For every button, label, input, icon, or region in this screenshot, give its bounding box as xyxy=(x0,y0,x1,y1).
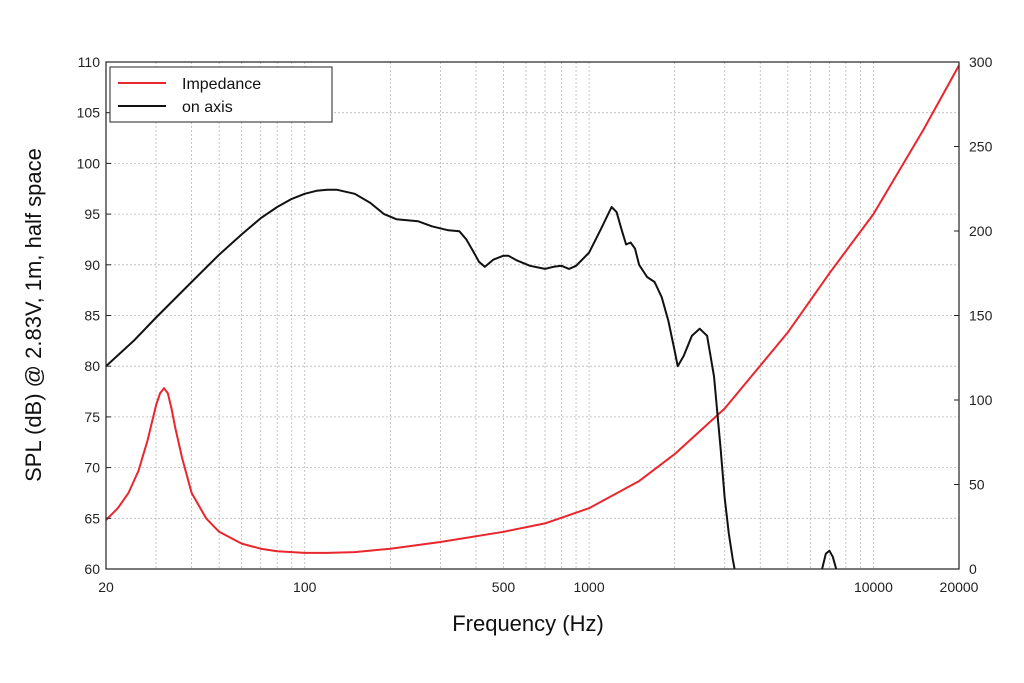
legend-label-impedance: Impedance xyxy=(182,76,261,93)
x-tick-label: 500 xyxy=(492,579,516,595)
y-tick-label: 100 xyxy=(77,155,101,171)
y-tick-label: 90 xyxy=(84,257,100,273)
series-line-impedance xyxy=(106,64,959,554)
y-tick-label: 105 xyxy=(77,105,101,121)
x-tick-label: 20 xyxy=(98,579,114,595)
x-tick-label: 20000 xyxy=(940,579,979,595)
y-tick-label: 75 xyxy=(84,409,100,425)
y-axis-title: SPL (dB) @ 2.83V, 1m, half space xyxy=(21,148,46,482)
y-tick-label: 110 xyxy=(78,54,101,70)
y-tick-label: 70 xyxy=(84,460,100,476)
legend: Impedance on axis xyxy=(109,66,333,123)
grid-lines xyxy=(106,62,959,569)
x-tick-label: 100 xyxy=(293,579,317,595)
legend-label-on-axis: on axis xyxy=(182,99,233,116)
y-tick-label: 65 xyxy=(84,510,100,526)
y2-tick-label: 250 xyxy=(969,139,993,155)
y2-tick-label: 50 xyxy=(969,477,985,493)
series-line-on-axis xyxy=(821,549,838,569)
y2-tick-label: 0 xyxy=(969,561,977,577)
legend-box xyxy=(109,66,333,123)
x-tick-label: 1000 xyxy=(573,579,604,595)
y2-tick-label: 300 xyxy=(969,54,993,70)
tick-labels: 60 65 70 75 80 85 90 95 100 105 110 0 50 100 150 200 250… xyxy=(77,54,993,595)
y2-tick-label: 100 xyxy=(969,392,993,408)
series-layer xyxy=(106,64,959,569)
y-tick-label: 85 xyxy=(84,308,100,324)
x-axis-title: Frequency (Hz) xyxy=(452,611,604,636)
y-tick-label: 80 xyxy=(84,358,100,374)
y2-tick-label: 200 xyxy=(969,223,993,239)
y-tick-label: 95 xyxy=(84,206,100,222)
y-tick-label: 60 xyxy=(84,561,100,577)
y2-tick-label: 150 xyxy=(969,308,993,324)
x-tick-label: 10000 xyxy=(854,579,893,595)
series-line-on-axis xyxy=(106,188,736,569)
